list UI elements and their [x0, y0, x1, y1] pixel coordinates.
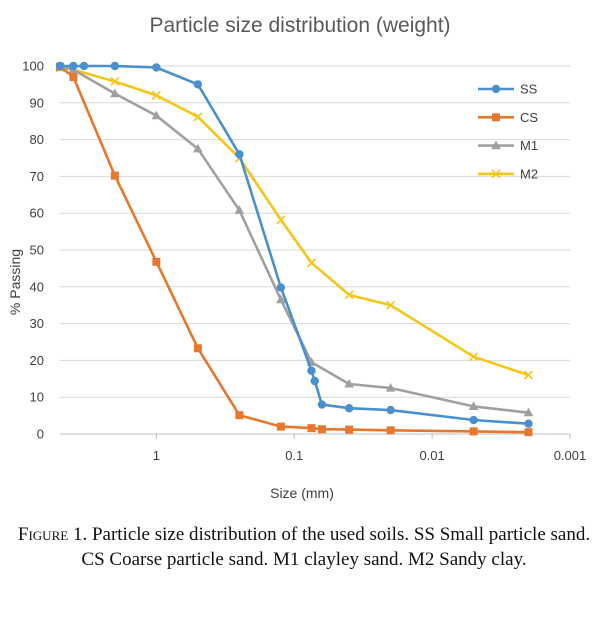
data-point	[317, 400, 327, 409]
legend-label: M2	[520, 166, 538, 181]
series-line	[58, 65, 530, 434]
data-point	[317, 425, 326, 434]
data-point	[110, 171, 119, 180]
data-point	[234, 205, 245, 214]
legend-item-m2: M2	[478, 166, 538, 181]
caption-text: 1. Particle size distribution of the use…	[68, 524, 591, 570]
legend-label: SS	[520, 82, 538, 97]
chart-title: Particle size distribution (weight)	[149, 14, 450, 37]
data-point	[469, 352, 479, 362]
data-point	[345, 425, 354, 434]
y-tick-label: 70	[30, 169, 44, 184]
axes: 0 10 20 30 40 50 60 70 80 90 100 1 0.1 0.01 0.001	[22, 59, 586, 464]
x-tick-label: 1	[153, 448, 160, 463]
data-point	[386, 426, 395, 435]
data-point	[235, 411, 244, 420]
legend-item-cs: CS	[478, 110, 538, 125]
data-point	[491, 169, 501, 179]
y-tick-label: 30	[30, 316, 44, 331]
y-axis-label: % Passing	[7, 249, 23, 315]
data-point	[110, 61, 120, 71]
y-tick-label: 90	[30, 95, 44, 110]
data-point	[344, 378, 354, 388]
series-cs	[56, 62, 533, 437]
y-tick-label: 10	[30, 390, 44, 405]
data-point	[469, 427, 478, 436]
data-point	[492, 113, 500, 122]
data-point	[69, 61, 78, 71]
data-point	[307, 366, 316, 375]
data-point	[110, 88, 120, 98]
data-point	[79, 61, 89, 71]
series-line	[58, 66, 530, 377]
y-tick-label: 100	[22, 59, 44, 74]
y-tick-label: 0	[37, 427, 44, 442]
legend-item-ss: SS	[478, 82, 538, 97]
data-point	[152, 63, 161, 72]
data-point	[524, 419, 533, 428]
data-point	[386, 405, 395, 415]
data-point	[193, 80, 203, 89]
data-point	[110, 76, 120, 87]
data-point	[385, 383, 396, 392]
y-tick-label: 50	[30, 243, 44, 258]
data-point	[307, 424, 316, 433]
data-point	[524, 428, 533, 437]
data-point	[193, 143, 203, 153]
y-tick-label: 40	[30, 279, 44, 294]
series-line	[58, 64, 530, 426]
data-point	[276, 283, 286, 292]
series-ss	[55, 61, 533, 428]
x-tick-label: 0.001	[554, 448, 587, 463]
data-point	[151, 90, 161, 101]
figure-label: Figure	[17, 524, 69, 545]
legend-label: CS	[520, 110, 538, 125]
data-point	[152, 257, 161, 266]
data-point	[523, 407, 534, 417]
x-axis-label: Size (mm)	[270, 485, 334, 501]
data-point	[69, 73, 78, 82]
data-point	[193, 112, 203, 122]
chart: Particle size distribution (weight) 0 10 2…	[7, 14, 586, 501]
data-point	[469, 415, 478, 425]
data-point	[310, 376, 319, 386]
legend-item-m1: M1	[478, 138, 538, 153]
data-point	[344, 404, 354, 413]
data-point	[306, 258, 317, 268]
series-m2	[55, 63, 534, 380]
data-point	[468, 401, 479, 410]
data-point	[235, 150, 244, 159]
y-tick-label: 80	[30, 132, 44, 147]
plot-area	[55, 61, 534, 437]
data-point	[151, 110, 162, 120]
data-point	[55, 61, 65, 71]
data-point	[523, 370, 534, 380]
series-line	[58, 64, 530, 415]
gridlines	[60, 65, 570, 398]
legend-label: M1	[520, 138, 538, 153]
x-tick-label: 0.01	[419, 448, 444, 463]
data-point	[276, 422, 285, 431]
y-tick-label: 60	[30, 206, 44, 221]
figure-caption: Figure 1. Particle size distribution of …	[10, 522, 598, 572]
data-point	[491, 84, 501, 94]
data-point	[386, 300, 396, 310]
y-tick-label: 20	[30, 353, 44, 368]
data-point	[344, 290, 354, 300]
legend: SS CS M1 M2	[478, 82, 538, 181]
data-point	[276, 294, 286, 304]
data-point	[491, 140, 501, 150]
data-point	[276, 215, 286, 225]
x-tick-label: 0.1	[285, 448, 303, 463]
data-point	[193, 344, 202, 353]
